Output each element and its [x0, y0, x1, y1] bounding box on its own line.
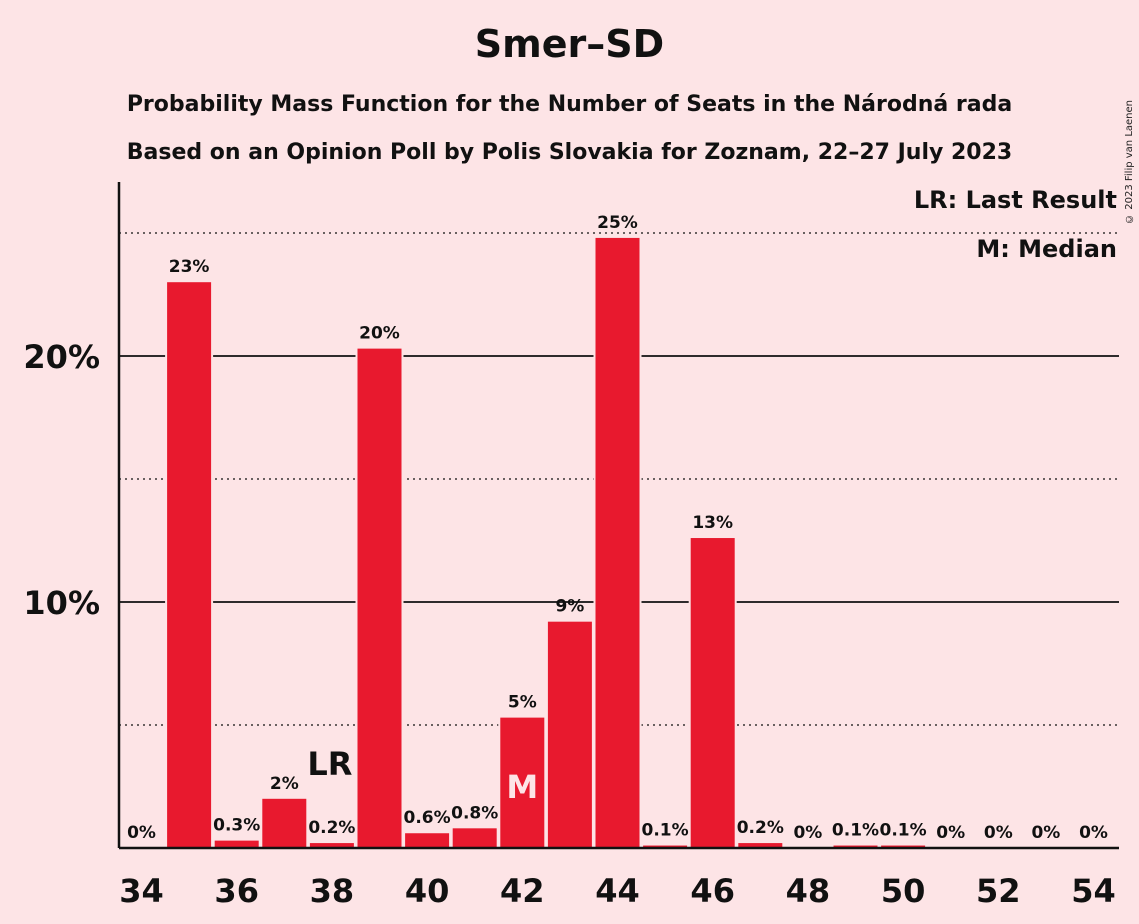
x-tick-label: 34 — [119, 872, 164, 910]
legend-median: M: Median — [976, 235, 1117, 263]
x-tick-label: 52 — [976, 872, 1021, 910]
chart-subtitle-source: Based on an Opinion Poll by Polis Slovak… — [126, 140, 1013, 165]
bar — [500, 717, 545, 848]
x-tick-label: 42 — [500, 872, 545, 910]
bars — [165, 235, 928, 849]
bar — [357, 348, 402, 848]
bar — [595, 237, 640, 849]
data-label: 0% — [1079, 823, 1108, 843]
data-label: 0.8% — [451, 803, 498, 823]
last-result-marker: LR — [307, 745, 352, 783]
data-label: 0.1% — [832, 821, 879, 841]
data-label: 0.6% — [404, 808, 451, 828]
data-label: 0% — [984, 823, 1013, 843]
data-label: 13% — [692, 513, 733, 533]
bar — [262, 798, 307, 848]
legend-last-result: LR: Last Result — [914, 186, 1117, 214]
median-marker: M — [506, 768, 538, 806]
data-label: 0% — [127, 823, 156, 843]
bar — [214, 840, 259, 848]
y-tick-label: 10% — [23, 584, 100, 622]
chart-subtitle: Probability Mass Function for the Number… — [126, 92, 1013, 117]
data-label: 0% — [936, 823, 965, 843]
data-label: 25% — [597, 213, 638, 233]
x-tick-label: 36 — [214, 872, 259, 910]
y-tick-label: 20% — [23, 338, 100, 376]
bar — [452, 828, 497, 848]
x-tick-label: 40 — [405, 872, 450, 910]
bar — [690, 538, 735, 848]
x-tick-label: 46 — [690, 872, 735, 910]
data-label: 0.1% — [642, 821, 689, 841]
data-label: 5% — [508, 693, 537, 713]
x-tick-label: 50 — [881, 872, 926, 910]
data-label: 0% — [1031, 823, 1060, 843]
data-labels: 0% 23% 0.3% 2% 0.2% LR 20% 0.6% 0.8% 5% M 9% 25% 0.1%… — [127, 213, 1108, 843]
x-tick-label: 48 — [786, 872, 831, 910]
data-label: 0% — [793, 823, 822, 843]
bar — [547, 621, 592, 848]
bar — [309, 843, 354, 848]
bar — [405, 833, 450, 848]
x-tick-label: 54 — [1071, 872, 1116, 910]
data-label: 9% — [555, 597, 584, 617]
chart-title: Smer–SD — [474, 22, 665, 66]
data-label: 0.2% — [737, 818, 784, 838]
data-label: 20% — [359, 324, 400, 344]
x-tick-label: 38 — [310, 872, 355, 910]
data-label: 0.1% — [880, 821, 927, 841]
data-label: 23% — [169, 257, 210, 277]
bar — [738, 843, 783, 848]
data-label: 0.2% — [308, 818, 355, 838]
axes: 34 36 38 40 42 44 46 48 50 52 54 10% 20% — [23, 182, 1119, 910]
data-label: 0.3% — [213, 816, 260, 836]
data-label: 2% — [270, 774, 299, 794]
bar — [167, 282, 212, 848]
x-tick-label: 44 — [595, 872, 640, 910]
